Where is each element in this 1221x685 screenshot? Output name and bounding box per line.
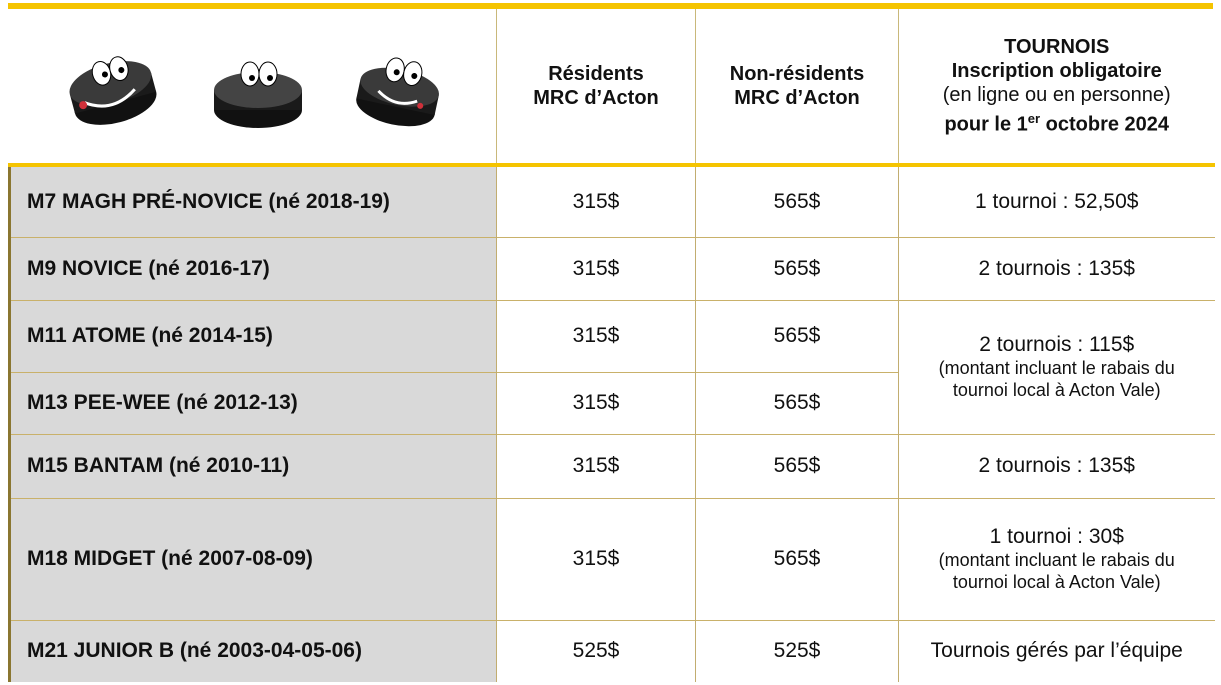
tournois-cell: 2 tournois : 135$ [899,237,1215,300]
non-residents-cell: 565$ [696,434,899,498]
non-residents-cell: 565$ [696,300,899,372]
tournois-text: Tournois gérés par l’équipe [899,639,1215,663]
tournois-text: 2 tournois : 135$ [899,454,1215,478]
header-text: MRC d’Acton [734,87,860,109]
category-cell: M9 NOVICE (né 2016-17) [10,237,497,300]
category-cell: M15 BANTAM (né 2010-11) [10,434,497,498]
tournois-text: 1 tournoi : 52,50$ [899,190,1215,214]
header-text: pour le 1 [944,114,1027,136]
header-text: Non-résidents [730,63,864,85]
non-residents-cell: 565$ [696,237,899,300]
table-body: M7 MAGH PRÉ-NOVICE (né 2018-19)315$565$1… [10,165,1215,682]
header-text: (en ligne ou en personne) [943,84,1171,106]
tournois-cell: Tournois gérés par l’équipe [899,620,1215,682]
tournois-note: tournoi local à Acton Vale) [899,571,1215,593]
category-cell: M11 ATOME (né 2014-15) [10,300,497,372]
mascots [10,9,497,165]
non-residents-cell: 565$ [696,372,899,434]
category-cell: M21 JUNIOR B (né 2003-04-05-06) [10,620,497,682]
table-row: M7 MAGH PRÉ-NOVICE (né 2018-19)315$565$1… [10,165,1215,237]
page: {"header":{"residents":["Résidents","MRC… [0,0,1221,685]
category-cell: M18 MIDGET (né 2007-08-09) [10,498,497,620]
superscript: er [1028,111,1040,126]
table-row: M18 MIDGET (né 2007-08-09)315$565$1 tour… [10,498,1215,620]
puck [352,51,444,132]
header-text: Inscription obligatoire [952,60,1162,82]
table-row: M9 NOVICE (né 2016-17)315$565$2 tournois… [10,237,1215,300]
header-text: octobre 2024 [1040,114,1169,136]
category-cell: M7 MAGH PRÉ-NOVICE (né 2018-19) [10,165,497,237]
tournois-cell: 2 tournois : 135$ [899,434,1215,498]
puck-icons [43,23,463,143]
tournois-text: 2 tournois : 135$ [899,257,1215,281]
tournois-note: (montant incluant le rabais du [899,357,1215,379]
tournois-note: (montant incluant le rabais du [899,549,1215,571]
residents-cell: 315$ [497,434,696,498]
tournois-cell: 1 tournoi : 30$(montant incluant le raba… [899,498,1215,620]
puck [63,49,161,133]
non-residents-cell: 565$ [696,165,899,237]
residents-cell: 315$ [497,300,696,372]
header-text: MRC d’Acton [533,87,659,109]
non-residents-cell: 525$ [696,620,899,682]
puck [214,62,302,128]
tournois-cell: 2 tournois : 115$(montant incluant le ra… [899,300,1215,434]
header-text: Résidents [548,63,644,85]
header-text: TOURNOIS [1004,36,1109,58]
tournois-text: 2 tournois : 115$ [899,333,1215,357]
residents-cell: 315$ [497,237,696,300]
non-residents-cell: 565$ [696,498,899,620]
category-cell: M13 PEE-WEE (né 2012-13) [10,372,497,434]
tournois-cell: 1 tournoi : 52,50$ [899,165,1215,237]
tournois-text: 1 tournoi : 30$ [899,525,1215,549]
table-row: M15 BANTAM (né 2010-11)315$565$2 tournoi… [10,434,1215,498]
residents-cell: 525$ [497,620,696,682]
table-row: M21 JUNIOR B (né 2003-04-05-06)525$525$T… [10,620,1215,682]
tournois-note: tournoi local à Acton Vale) [899,379,1215,401]
residents-cell: 315$ [497,498,696,620]
residents-cell: 315$ [497,372,696,434]
table-row: M11 ATOME (né 2014-15)315$565$2 tournois… [10,300,1215,372]
residents-cell: 315$ [497,165,696,237]
